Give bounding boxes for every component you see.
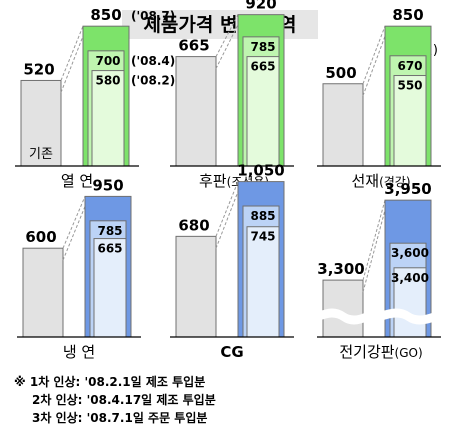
step1-note-0: ('08.2) [131, 74, 175, 88]
category-name-1: 후판 [199, 172, 227, 190]
connector-3 [62, 196, 86, 249]
step2-value-2: 670 [397, 59, 422, 73]
step1-bar-3 [93, 238, 127, 338]
step2-value-5: 3,600 [391, 246, 429, 260]
step1-value-3: 665 [97, 242, 122, 256]
step3-value-4: 1,050 [237, 162, 284, 180]
connector-low-3 [62, 206, 86, 261]
step1-value-2: 550 [397, 79, 422, 93]
connector-5 [362, 200, 386, 281]
axis-break-0 [317, 308, 369, 322]
base-value-4: 680 [178, 216, 209, 234]
category-sub-5: (GO) [395, 346, 423, 360]
connector-low-1 [215, 24, 239, 69]
step3-value-0: 850 [90, 6, 121, 24]
axis-break-1 [379, 308, 437, 322]
category-label-4: CG [220, 343, 243, 361]
step1-bar-1 [246, 56, 280, 167]
base-value-3: 600 [25, 228, 56, 246]
base-bar-4 [175, 235, 217, 338]
footnote-1: ※ 1차 인상: '08.2.1일 제조 투입분 [14, 374, 205, 389]
category-label-2: 선재(경강) [351, 172, 410, 190]
category-name-5: 전기강판 [339, 343, 394, 361]
base-value-0: 520 [23, 60, 54, 78]
axis-break-b-1 [380, 313, 436, 325]
step1-bar-0 [91, 70, 125, 167]
chart-panels: 520 850 700 580 ('08.7) ('08.4) ('08.2) 열 연 기존 66… [15, 0, 441, 361]
base-value-2: 500 [325, 64, 356, 82]
base-value-5: 3,300 [317, 260, 364, 278]
base-bar-1 [175, 56, 217, 167]
step2-value-1: 785 [250, 40, 275, 54]
footnote-2: 2차 인상: '08.4.17일 제조 투입분 [32, 392, 216, 407]
category-name-2: 선재 [351, 172, 379, 190]
axis-break-b-0 [318, 313, 368, 325]
connector-0 [60, 25, 84, 81]
step2-value-3: 785 [97, 224, 122, 238]
connector-1 [215, 14, 239, 57]
step1-value-5: 3,400 [391, 271, 429, 285]
step3-value-2: 850 [392, 6, 423, 24]
step3-value-3: 950 [92, 176, 123, 194]
step1-value-1: 665 [250, 60, 275, 74]
category-label-3: 냉 연 [63, 343, 95, 361]
step3-value-5: 3,950 [384, 180, 431, 198]
base-caption: 기존 [29, 147, 53, 162]
base-bar-2 [322, 83, 364, 167]
connector-low-0 [60, 35, 84, 93]
step2-value-4: 885 [250, 209, 275, 223]
connector-low-5 [362, 210, 386, 293]
connector-low-4 [215, 191, 239, 249]
connector-low-2 [362, 36, 386, 96]
base-value-1: 665 [178, 37, 209, 55]
step1-bar-5 [393, 267, 427, 338]
step1-value-4: 745 [250, 230, 275, 244]
step2-value-0: 700 [95, 54, 120, 68]
base-bar-5 [322, 279, 364, 338]
category-sub-2: (경강) [379, 175, 410, 189]
step2-note-0: ('08.4) [131, 54, 175, 68]
step1-bar-4 [246, 226, 280, 338]
step3-value-1: 920 [245, 0, 276, 13]
step3-note-0: ('08.7) [131, 9, 175, 23]
title-bar [122, 10, 318, 39]
step1-value-0: 580 [95, 74, 120, 88]
category-label-5: 전기강판(GO) [339, 343, 422, 361]
category-label-0: 열 연 [61, 172, 93, 190]
footnote-3: 3차 인상: '08.7.1일 주문 투입분 [32, 410, 207, 425]
connector-2 [362, 25, 386, 84]
step1-bar-2 [393, 75, 427, 167]
base-bar-0 [20, 79, 62, 167]
base-bar-3 [22, 247, 64, 338]
